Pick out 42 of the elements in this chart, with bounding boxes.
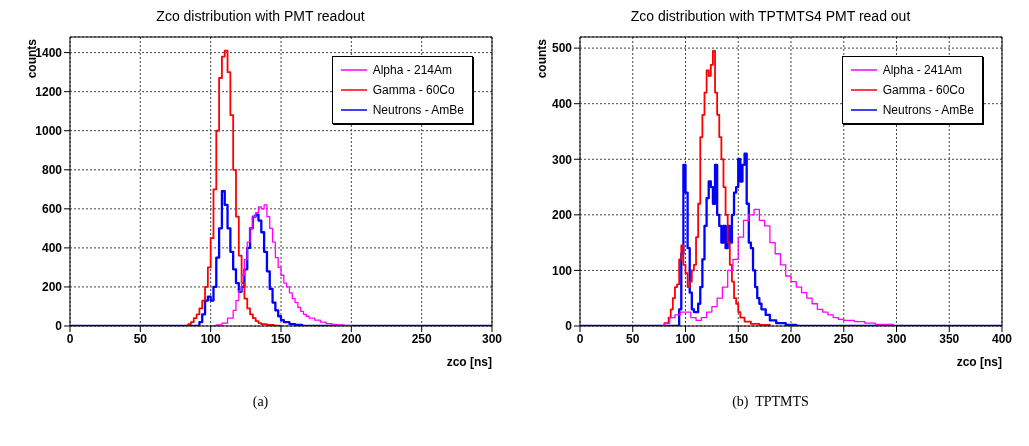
x-tick-label: 350 bbox=[939, 331, 960, 346]
y-tick-label: 100 bbox=[551, 263, 573, 278]
x-tick-label: 400 bbox=[991, 331, 1013, 346]
y-axis-title: counts bbox=[535, 38, 549, 79]
text: (a) bbox=[251, 394, 270, 410]
x-tick-label: 0 bbox=[66, 331, 74, 346]
y-tick-label: 400 bbox=[41, 241, 63, 256]
text: (b) TPTMTS bbox=[731, 394, 810, 410]
x-tick-label: 300 bbox=[481, 331, 503, 346]
legend-label: Neutrons - AmBe bbox=[882, 103, 974, 117]
x-tick-label: 250 bbox=[833, 331, 855, 346]
y-tick-label: 400 bbox=[551, 96, 573, 111]
y-tick-label: 1200 bbox=[35, 84, 63, 99]
y-tick-label: 0 bbox=[565, 319, 573, 334]
x-tick-label: 300 bbox=[886, 331, 907, 346]
x-tick-label: 100 bbox=[675, 331, 696, 346]
chart-title: Zco distribution with TPTMTS4 PMT read out bbox=[629, 8, 912, 26]
chart-title: Zco distribution with PMT readout bbox=[155, 8, 366, 26]
legend-label: Alpha - 241Am bbox=[882, 63, 963, 77]
x-axis-title: zco [ns] bbox=[446, 355, 492, 369]
x-tick-label: 200 bbox=[341, 331, 362, 346]
x-tick-label: 0 bbox=[576, 331, 584, 346]
x-tick-label: 150 bbox=[728, 331, 749, 346]
x-tick-label: 200 bbox=[780, 331, 802, 346]
y-tick-label: 0 bbox=[55, 319, 63, 334]
y-tick-label: 200 bbox=[551, 208, 573, 223]
y-tick-label: 500 bbox=[551, 41, 573, 56]
y-tick-label: 600 bbox=[41, 202, 63, 217]
y-tick-label: 800 bbox=[41, 163, 63, 178]
x-tick-label: 50 bbox=[626, 331, 640, 346]
y-tick-label: 300 bbox=[551, 152, 573, 167]
x-tick-label: 100 bbox=[200, 331, 221, 346]
legend-label: Gamma - 60Co bbox=[372, 83, 455, 97]
legend-label: Neutrons - AmBe bbox=[372, 103, 464, 117]
legend-label: Alpha - 214Am bbox=[372, 63, 453, 77]
legend-label: Gamma - 60Co bbox=[882, 83, 965, 97]
y-tick-label: 200 bbox=[41, 280, 63, 295]
x-tick-label: 250 bbox=[411, 331, 432, 346]
y-tick-label: 1000 bbox=[35, 123, 63, 138]
x-tick-label: 50 bbox=[133, 331, 148, 346]
x-tick-label: 150 bbox=[270, 331, 292, 346]
x-axis-title: zco [ns] bbox=[956, 355, 1002, 369]
